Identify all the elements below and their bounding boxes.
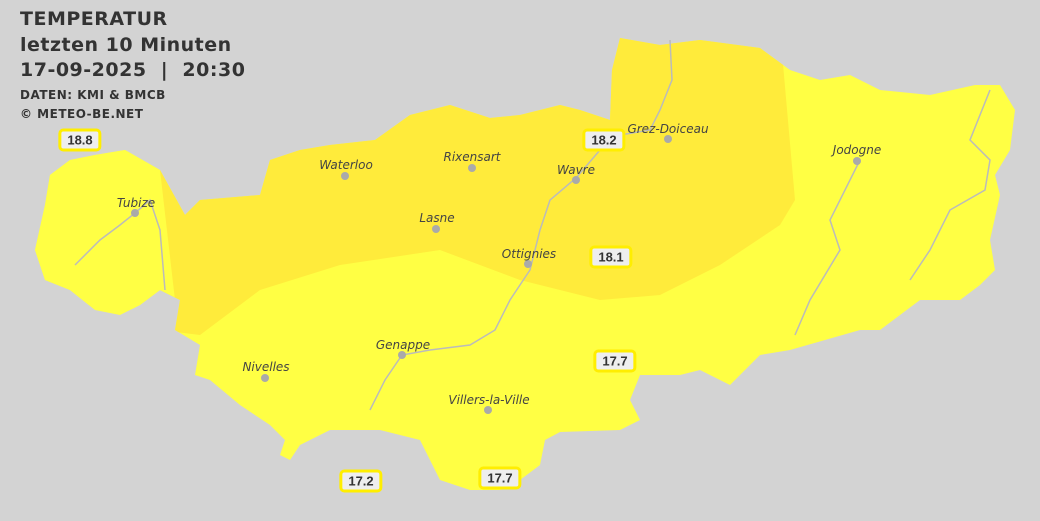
data-source: DATEN: KMI & BMCB (20, 88, 166, 102)
city-label: Tubize (116, 196, 156, 210)
city-dot (131, 209, 139, 217)
copyright: © METEO-BE.NET (20, 107, 144, 121)
city-dot (664, 135, 672, 143)
city-label: Ottignies (501, 247, 557, 261)
zone-tubize (35, 150, 175, 310)
city-dot (524, 260, 532, 268)
city-label: Wavre (557, 163, 595, 177)
city-label: Genappe (375, 338, 431, 352)
city-label: Grez-Doiceau (627, 122, 709, 136)
temperature-label: 17.7 (478, 466, 522, 490)
city-dot (468, 164, 476, 172)
temperature-label: 18.1 (589, 245, 633, 269)
city-dot (398, 351, 406, 359)
temperature-label: 17.7 (593, 349, 637, 373)
city-label: Jodogne (832, 143, 882, 157)
map-datetime: 17-09-2025 | 20:30 (20, 59, 246, 81)
city-label: Villers-la-Ville (448, 393, 530, 407)
city-label: Nivelles (242, 360, 290, 374)
city-dot (432, 225, 440, 233)
city-label: Lasne (419, 211, 455, 225)
city-dot (484, 406, 492, 414)
map-title: TEMPERATUR (20, 8, 168, 30)
temperature-label: 17.2 (339, 469, 383, 493)
temperature-label: 18.8 (58, 128, 102, 152)
city-label: Waterloo (319, 158, 373, 172)
city-label: Rixensart (443, 150, 501, 164)
rivers (74, 39, 991, 411)
city-dot (261, 374, 269, 382)
city-dot (853, 157, 861, 165)
city-dot (572, 176, 580, 184)
city-dot (341, 172, 349, 180)
temperature-label: 18.2 (582, 128, 626, 152)
map-subtitle: letzten 10 Minuten (20, 34, 232, 56)
